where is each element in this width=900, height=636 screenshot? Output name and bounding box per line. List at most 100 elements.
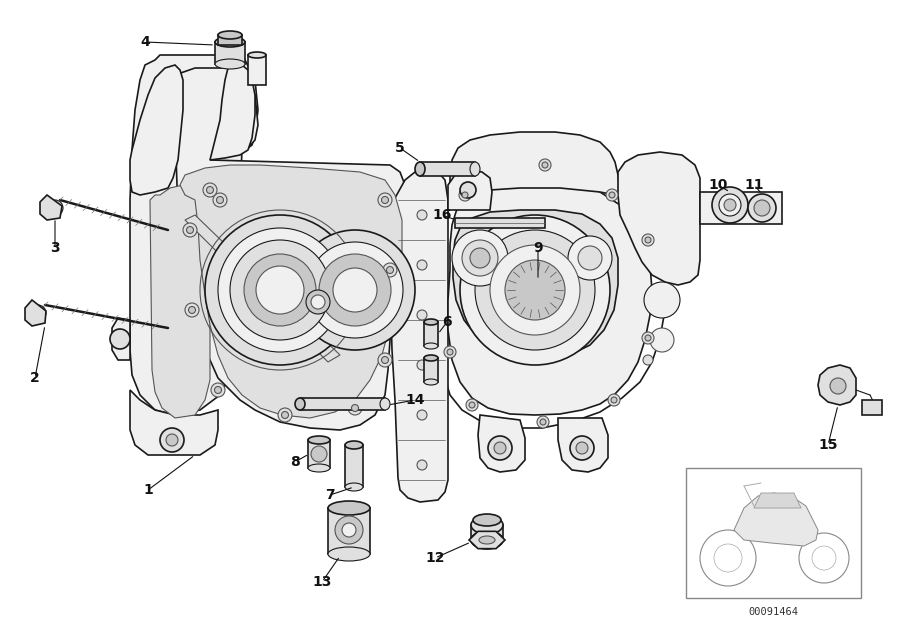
Circle shape	[383, 263, 397, 277]
Ellipse shape	[424, 343, 438, 349]
Circle shape	[335, 516, 363, 544]
Circle shape	[214, 387, 221, 394]
Circle shape	[719, 194, 741, 216]
Circle shape	[494, 442, 506, 454]
Circle shape	[311, 295, 325, 309]
Ellipse shape	[215, 37, 245, 47]
Polygon shape	[450, 132, 620, 196]
Ellipse shape	[345, 483, 363, 491]
Circle shape	[645, 237, 651, 243]
Bar	[420, 162, 475, 176]
Circle shape	[188, 307, 195, 314]
Polygon shape	[818, 365, 856, 405]
Circle shape	[218, 228, 342, 352]
Circle shape	[578, 246, 602, 270]
Text: 4: 4	[140, 35, 150, 49]
Circle shape	[488, 436, 512, 460]
Circle shape	[645, 335, 651, 341]
Bar	[862, 400, 882, 415]
Polygon shape	[40, 195, 62, 220]
Circle shape	[378, 353, 392, 367]
Circle shape	[712, 187, 748, 223]
Circle shape	[444, 346, 456, 358]
Bar	[218, 35, 242, 45]
Polygon shape	[185, 215, 340, 362]
Circle shape	[306, 290, 330, 314]
Circle shape	[469, 402, 475, 408]
Circle shape	[160, 428, 184, 452]
Polygon shape	[469, 531, 505, 549]
Ellipse shape	[248, 52, 266, 58]
Text: 11: 11	[744, 178, 764, 192]
Ellipse shape	[470, 162, 480, 176]
Polygon shape	[478, 415, 525, 472]
Circle shape	[505, 260, 565, 320]
Circle shape	[570, 436, 594, 460]
Circle shape	[244, 254, 316, 326]
Circle shape	[417, 460, 427, 470]
Circle shape	[282, 411, 289, 418]
Ellipse shape	[424, 379, 438, 385]
Text: 3: 3	[50, 241, 59, 255]
Circle shape	[459, 189, 471, 201]
Circle shape	[539, 159, 551, 171]
Circle shape	[382, 357, 389, 364]
Circle shape	[386, 266, 393, 273]
Circle shape	[642, 234, 654, 246]
Circle shape	[812, 546, 836, 570]
Bar	[686, 468, 861, 598]
Circle shape	[417, 310, 427, 320]
Polygon shape	[150, 185, 210, 418]
Ellipse shape	[471, 516, 503, 534]
Text: 1: 1	[143, 483, 153, 497]
Circle shape	[643, 355, 653, 365]
Polygon shape	[558, 418, 608, 472]
Bar	[424, 358, 438, 382]
Circle shape	[382, 197, 389, 204]
Circle shape	[256, 266, 304, 314]
Circle shape	[748, 194, 776, 222]
Bar	[700, 192, 782, 224]
Circle shape	[378, 193, 392, 207]
Circle shape	[540, 419, 546, 425]
Text: 8: 8	[290, 455, 300, 469]
Circle shape	[183, 223, 197, 237]
Text: 10: 10	[708, 178, 728, 192]
Polygon shape	[618, 152, 700, 285]
Bar	[345, 445, 363, 487]
Bar	[308, 440, 330, 468]
Circle shape	[110, 329, 130, 349]
Ellipse shape	[218, 31, 242, 39]
Circle shape	[644, 282, 680, 318]
Ellipse shape	[473, 514, 501, 526]
Polygon shape	[130, 65, 183, 195]
Bar	[215, 42, 245, 64]
Text: 12: 12	[425, 551, 445, 565]
Circle shape	[609, 192, 615, 198]
Circle shape	[185, 303, 199, 317]
Circle shape	[576, 442, 588, 454]
Ellipse shape	[215, 59, 245, 69]
Circle shape	[417, 410, 427, 420]
Circle shape	[333, 268, 377, 312]
Ellipse shape	[471, 531, 503, 549]
Circle shape	[475, 230, 595, 350]
Circle shape	[348, 401, 362, 415]
Circle shape	[470, 248, 490, 268]
Circle shape	[754, 200, 770, 216]
Text: 2: 2	[30, 371, 40, 385]
Circle shape	[714, 544, 742, 572]
Ellipse shape	[424, 355, 438, 361]
Circle shape	[460, 182, 476, 198]
Circle shape	[319, 254, 391, 326]
Polygon shape	[448, 170, 492, 210]
Circle shape	[417, 210, 427, 220]
Circle shape	[460, 215, 610, 365]
Circle shape	[211, 383, 225, 397]
Circle shape	[462, 240, 498, 276]
Circle shape	[47, 200, 63, 216]
Text: 5: 5	[395, 141, 405, 155]
Polygon shape	[210, 65, 255, 160]
Circle shape	[608, 394, 620, 406]
Circle shape	[466, 399, 478, 411]
